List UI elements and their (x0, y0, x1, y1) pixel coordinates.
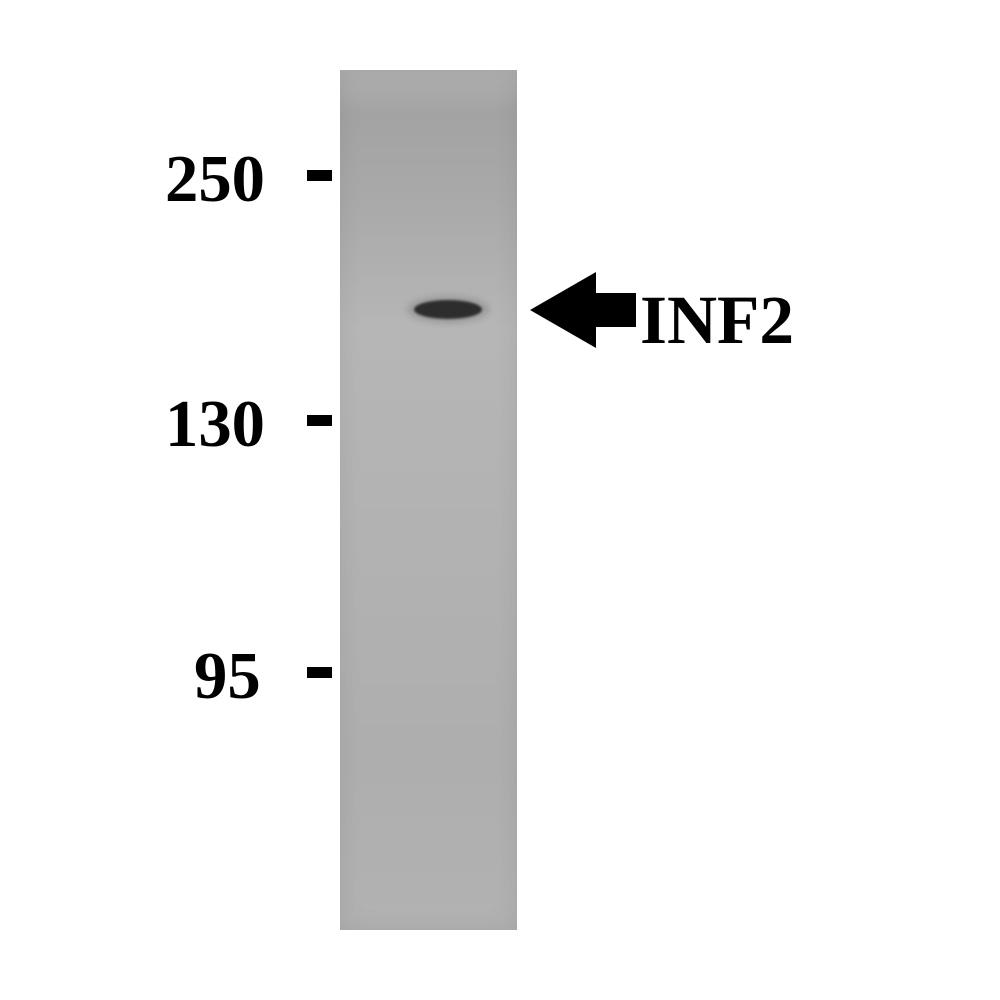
annotation-arrow-icon (0, 0, 1000, 1000)
annotation-label: INF2 (640, 280, 794, 360)
blot-canvas: 25013095 INF2 (0, 0, 1000, 1000)
